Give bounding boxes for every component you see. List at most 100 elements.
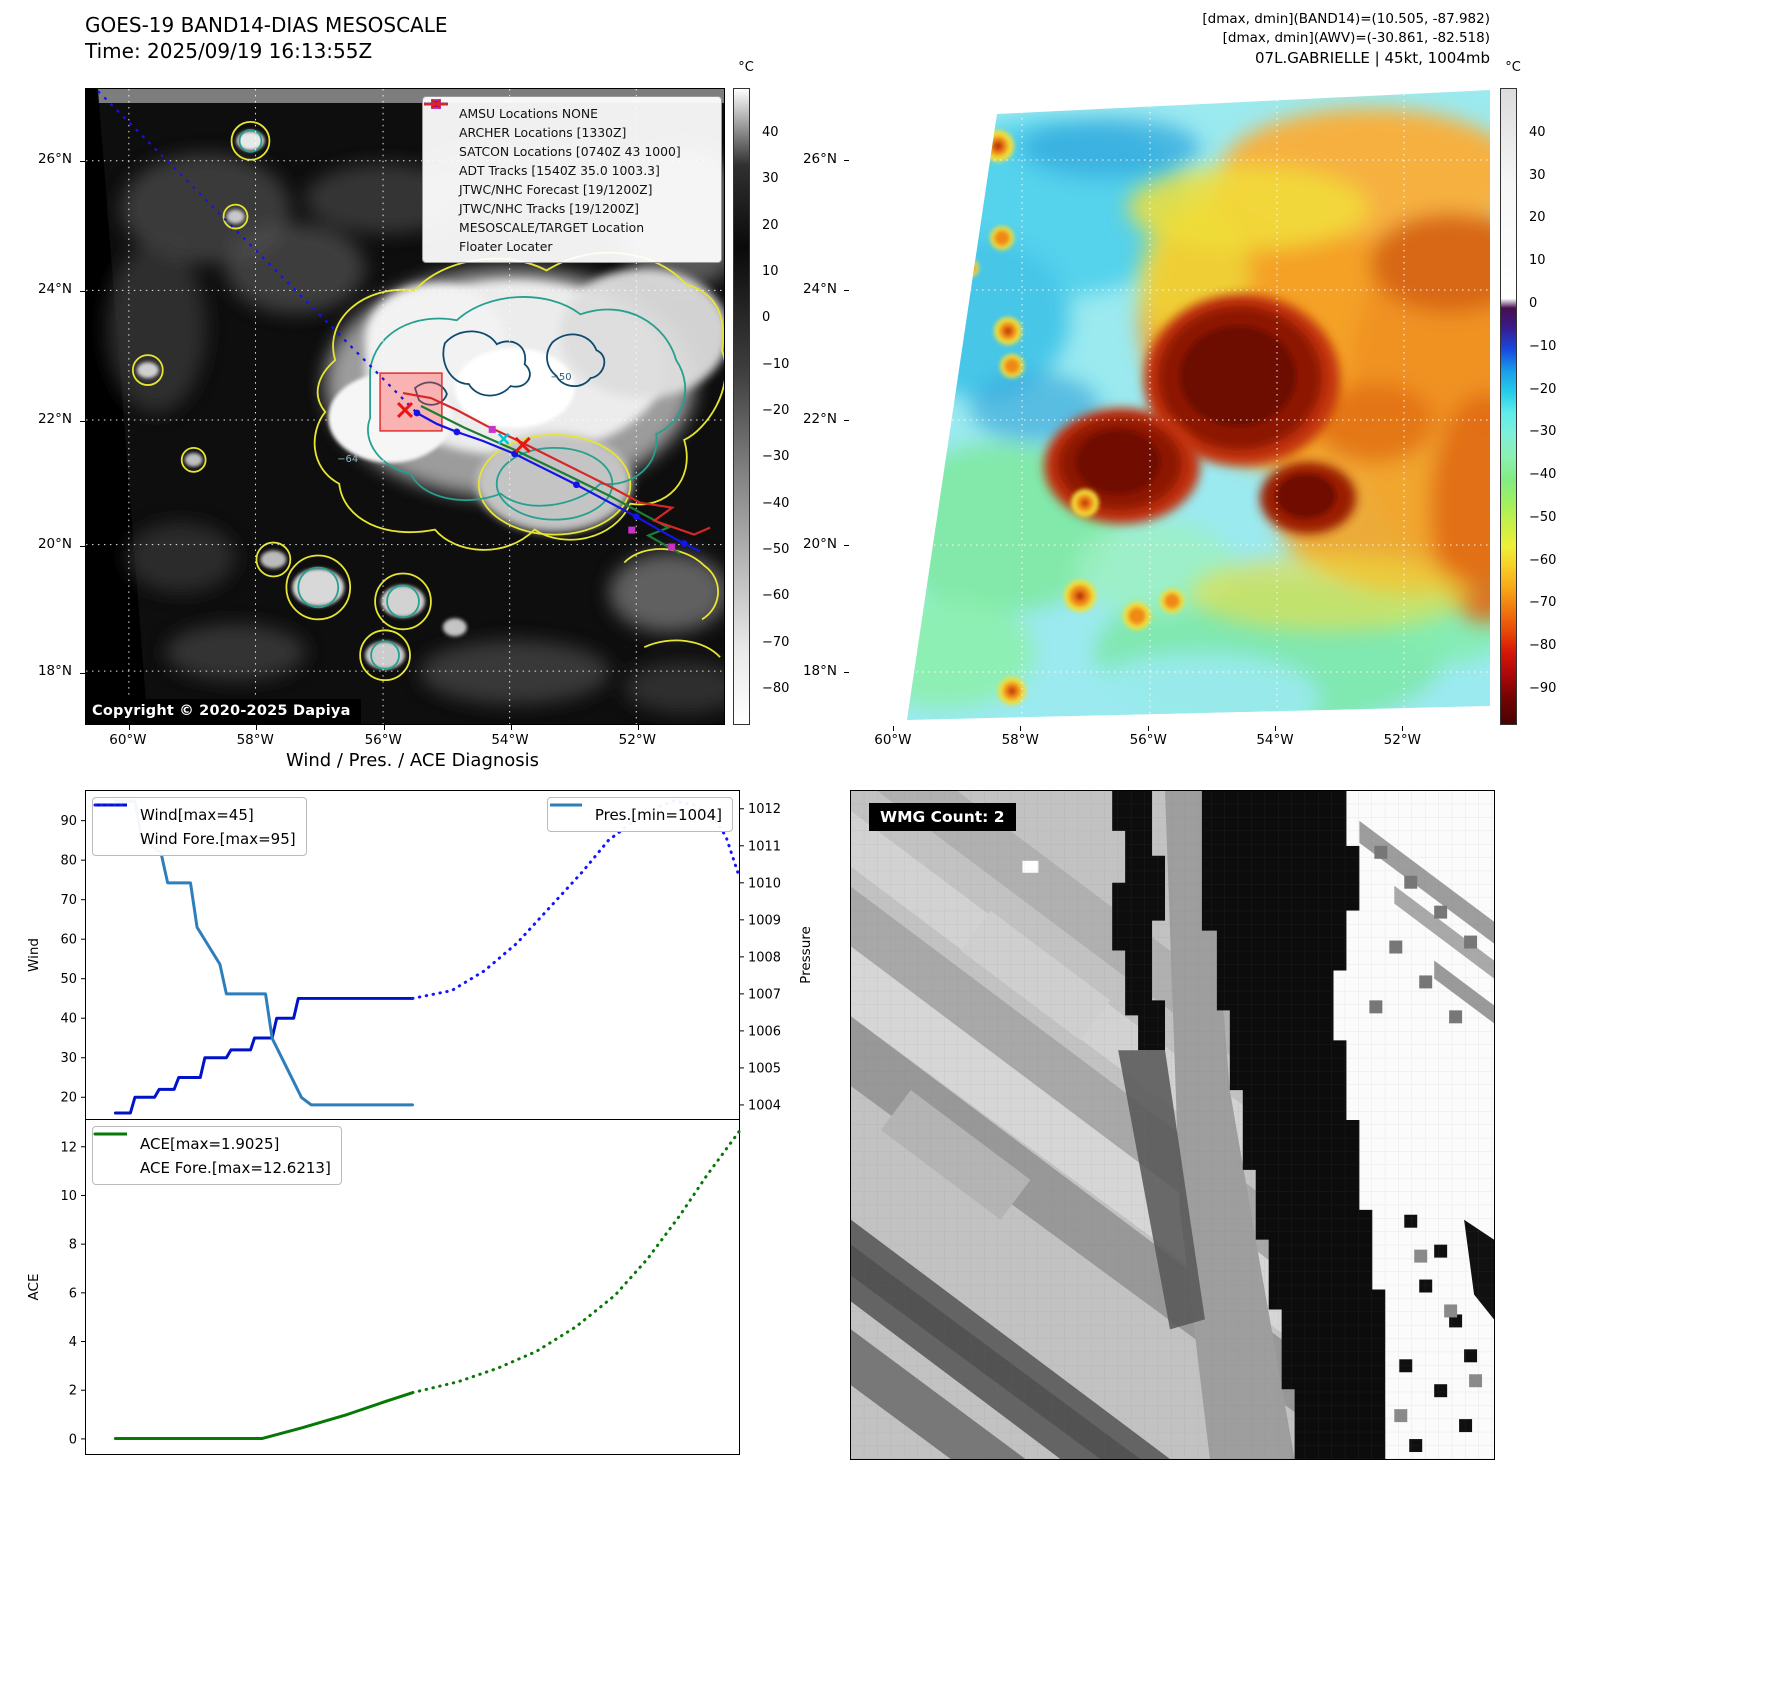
ace-max-1-9025--series [113,1391,414,1440]
chart-legend-item: ACE Fore.[max=12.6213] [93,1132,331,1180]
lat-tick-label: 26°N [37,150,72,167]
colorbar-tick-label: −40 [1529,467,1557,483]
lon-tick-label: 56°W [1129,732,1167,748]
band14-title-line1: GOES-19 BAND14-DIAS MESOSCALE [85,13,448,37]
svg-text:1010: 1010 [748,876,781,891]
svg-text:20: 20 [61,1091,77,1106]
colorbar-tick-label: −90 [1529,680,1557,696]
legend-label: Floater Locater [459,239,553,254]
colorbar-tick-label: −60 [762,588,790,604]
lat-tick-label: 20°N [37,535,72,552]
colorbar-tick-label: −50 [1529,509,1557,525]
latlon-grid [86,89,724,724]
colorbar-tick-label: −20 [1529,381,1557,397]
axis-tick [638,725,640,730]
svg-text:30: 30 [61,1051,77,1066]
svg-text:60: 60 [61,933,77,948]
band14-map-panel: −64 −50 AMSU Locations NONE ARC [80,88,725,730]
axis-tick [128,725,130,730]
svg-text:50: 50 [61,972,77,987]
svg-text:1009: 1009 [748,913,781,928]
colorbar-tick-label: −80 [1529,638,1557,654]
jtwc-track-points [413,409,688,547]
ace-chart-legend: ACE[max=1.9025] ACE Fore.[max=12.6213] [92,1126,342,1185]
chart-legend-label: Pres.[min=1004] [594,806,722,824]
axis-tick [844,419,849,421]
awv-colorbar [1500,88,1517,725]
legend-label: ADT Tracks [1540Z 35.0 1003.3] [459,163,660,178]
svg-text:80: 80 [61,854,77,869]
axis-tick [80,673,85,675]
lon-tick-label: 56°W [364,732,402,748]
band14-colorbar-ticks: 40 30 20 10 0 −10 −20 −30 −40 −50 −60 −70 −80 [756,88,800,725]
axis-tick [510,725,512,730]
jtwc-track-line [416,412,701,553]
axis-tick [384,725,386,730]
awv-colorbar-ticks: 40 30 20 10 0 −10 −20 −30 −40 −50 −60 −70 −80 −90 [1523,88,1567,725]
wmg-microwave-image [851,791,1494,1459]
axis-tick [844,159,849,161]
floater-track-line [402,391,711,536]
colorbar-tick-label: −10 [1529,338,1557,354]
awv-lat-axis: 26°N 24°N 22°N 20°N 18°N [783,88,845,725]
axis-tick [1402,726,1404,731]
jtwc-forecast-line [97,90,418,414]
colorbar-tick-label: 40 [1529,124,1546,140]
colorbar-tick-label: 20 [1529,210,1546,226]
colorbar-tick-label: 0 [1529,295,1538,311]
copyright-banner: Copyright © 2020-2025 Dapiya [86,699,361,724]
band14-lat-axis: 26°N 24°N 22°N 20°N 18°N [18,88,80,725]
svg-text:1007: 1007 [748,987,781,1002]
latlon-grid [907,90,1490,720]
lat-tick-label: 18°N [802,663,837,680]
svg-text:12: 12 [61,1140,77,1155]
legend-label: AMSU Locations NONE [459,106,598,121]
colorbar-tick-label: 30 [1529,167,1546,183]
band14-title: GOES-19 BAND14-DIAS MESOSCALE Time: 2025… [85,12,448,65]
awv-header-line1: [dmax, dmin](BAND14)=(10.505, -87.982) [1202,11,1490,27]
svg-text:1005: 1005 [748,1061,781,1076]
lon-tick-label: 58°W [236,732,274,748]
wind-fore-max-95--series [411,799,741,1000]
chart-legend-label: Wind Fore.[max=95] [140,830,296,848]
wmg-count-badge: WMG Count: 2 [869,803,1016,831]
wmg-microwave-panel: WMG Count: 2 [850,790,1495,1460]
legend-label: ARCHER Locations [1330Z] [459,125,627,140]
chart-legend-label: ACE[max=1.9025] [140,1135,280,1153]
svg-text:90: 90 [61,814,77,829]
lat-tick-label: 20°N [802,535,837,552]
band14-colorbar-unit: °C [738,60,754,75]
colorbar-tick-label: −10 [762,356,790,372]
band14-lon-axis: 60°W 58°W 56°W 54°W 52°W [85,728,725,750]
lat-tick-label: 22°N [802,410,837,427]
axis-tick [1274,726,1276,731]
chart-legend-label: ACE Fore.[max=12.6213] [140,1159,331,1177]
lat-tick-label: 18°N [37,663,72,680]
svg-text:1008: 1008 [748,950,781,965]
awv-header: [dmax, dmin](BAND14)=(10.505, -87.982) [… [850,10,1490,69]
svg-text:1004: 1004 [748,1098,781,1113]
axis-tick [1020,726,1022,731]
lon-tick-label: 60°W [874,732,912,748]
colorbar-tick-label: −20 [762,402,790,418]
mesoscale-target-markers [396,401,531,453]
colorbar-tick-label: −80 [762,680,790,696]
pressure-axis-label: Pressure [798,926,814,984]
colorbar-tick-label: 40 [762,124,779,140]
colorbar-tick-label: −40 [762,495,790,511]
lon-tick-label: 52°W [1383,732,1421,748]
awv-header-storm-info: 07L.GABRIELLE | 45kt, 1004mb [1255,48,1490,67]
svg-text:4: 4 [69,1335,77,1350]
lat-tick-label: 24°N [37,280,72,297]
svg-text:70: 70 [61,893,77,908]
axis-tick [892,726,894,731]
lat-tick-label: 24°N [802,280,837,297]
colorbar-tick-label: −30 [1529,424,1557,440]
chart-legend-item: Wind Fore.[max=95] [93,803,296,851]
svg-text:40: 40 [61,1012,77,1027]
adt-track-line [420,405,681,555]
axis-tick [80,160,85,162]
svg-text:1012: 1012 [748,802,781,817]
contour-label: −50 [551,372,572,383]
lon-tick-label: 54°W [491,732,529,748]
